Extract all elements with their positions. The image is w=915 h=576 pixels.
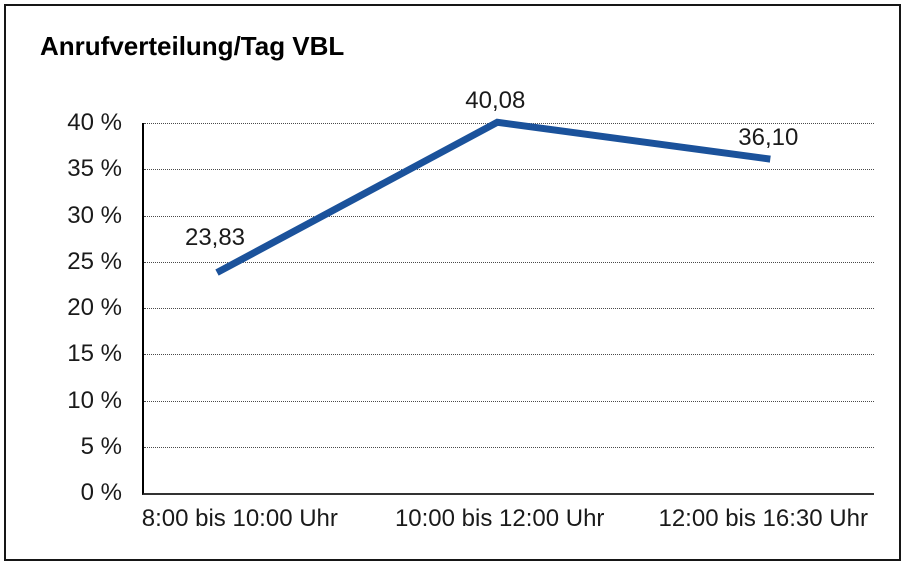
- x-tick-label: 10:00 bis 12:00 Uhr: [394, 505, 605, 532]
- data-point-value-label: 40,08: [465, 87, 526, 115]
- y-tick-label: 30 %: [67, 201, 122, 229]
- gridline-20-percent: [144, 308, 874, 309]
- data-point-value-label: 36,10: [738, 124, 799, 152]
- y-tick-label: 10 %: [67, 386, 122, 414]
- data-point-value-label: 23,83: [184, 223, 246, 251]
- gridline-10-percent: [144, 400, 874, 402]
- plot-area: [142, 118, 874, 495]
- gridline-35-percent: [144, 169, 874, 171]
- y-tick-label: 5 %: [80, 432, 122, 460]
- chart-frame: [4, 4, 901, 561]
- y-tick-label: 25 %: [67, 247, 122, 275]
- y-tick-label: 20 %: [67, 294, 122, 321]
- gridline-5-percent: [144, 446, 874, 448]
- x-tick-label: 8:00 bis 10:00 Uhr: [141, 505, 338, 532]
- series-line: [215, 118, 771, 276]
- x-tick-label: 12:00 bis 16:30 Uhr: [658, 505, 868, 532]
- line-series-canvas: [215, 118, 771, 276]
- chart-title: Anrufverteilung/Tag VBL: [40, 31, 345, 61]
- y-tick-label: 40 %: [67, 109, 122, 136]
- y-tick-label: 0 %: [80, 479, 122, 506]
- y-tick-label: 35 %: [67, 155, 122, 183]
- gridline-15-percent: [144, 354, 874, 356]
- gridline-25-percent: [144, 261, 874, 263]
- gridline-30-percent: [144, 215, 874, 217]
- y-tick-label: 15 %: [67, 340, 122, 368]
